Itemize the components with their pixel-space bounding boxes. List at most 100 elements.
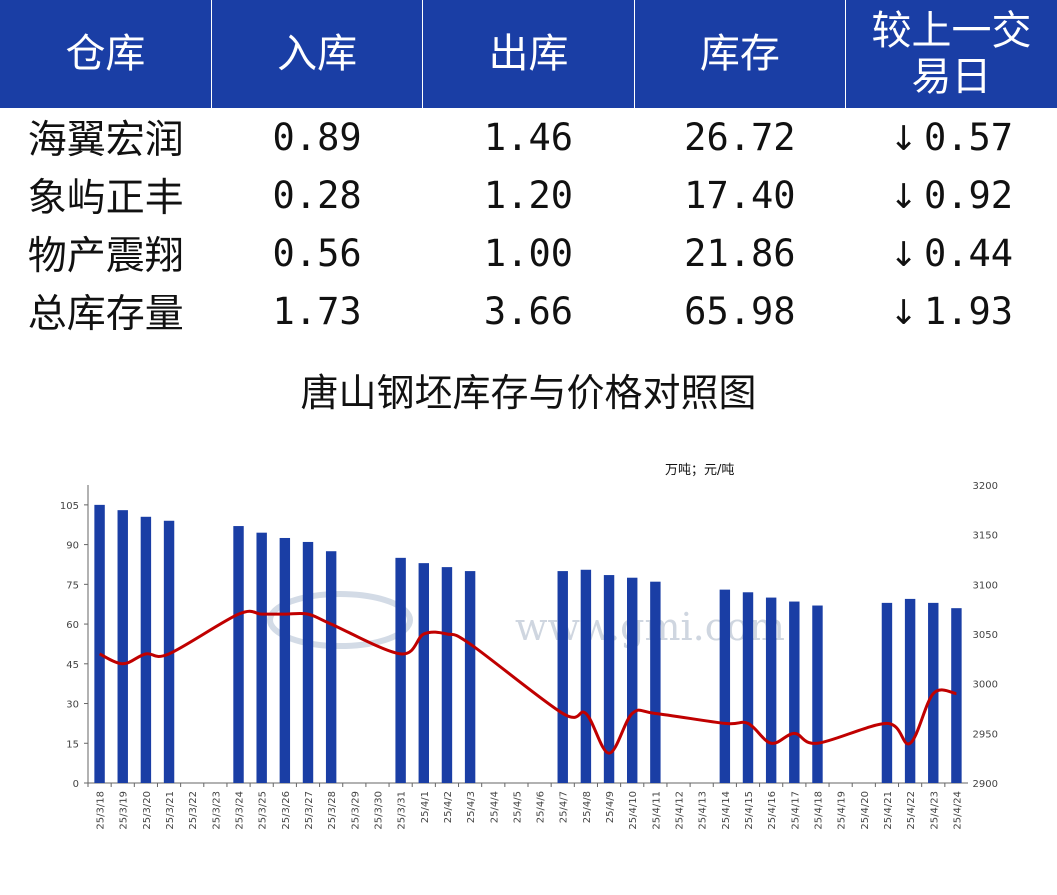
bar <box>279 537 291 783</box>
row-change-value: 1.93 <box>923 289 1014 333</box>
x-tick-label: 25/3/21 <box>165 791 176 830</box>
bar <box>904 598 916 783</box>
bar <box>163 520 175 783</box>
x-tick-label: 25/4/21 <box>883 791 894 830</box>
x-tick-label: 25/4/11 <box>651 791 662 830</box>
header-stock: 库存 <box>634 0 847 108</box>
y-left-tick-label: 45 <box>66 660 79 671</box>
row-stock: 65.98 <box>684 289 796 333</box>
x-tick-label: 25/4/16 <box>767 791 778 830</box>
x-tick-label: 25/4/4 <box>489 791 500 823</box>
x-tick-label: 25/3/18 <box>96 791 107 830</box>
x-tick-label: 25/4/5 <box>512 791 523 823</box>
x-tick-label: 25/3/26 <box>281 791 292 830</box>
row-stock: 21.86 <box>684 231 796 275</box>
row-stock: 17.40 <box>684 173 796 217</box>
y-left-tick-label: 0 <box>73 779 79 790</box>
x-tick-label: 25/4/3 <box>466 791 477 823</box>
bar <box>742 592 754 783</box>
row-change: ↓ 0.57 <box>846 108 1057 166</box>
row-name: 物产震翔 <box>27 234 184 279</box>
watermark-logo-icon <box>267 591 413 649</box>
y-left-tick-label: 15 <box>66 739 79 750</box>
row-outbound: 1.00 <box>483 231 574 275</box>
header-change-text: 较上一交易日 <box>871 8 1032 100</box>
row-stock: 26.72 <box>684 115 796 159</box>
x-tick-label: 25/3/23 <box>211 791 222 830</box>
row-inbound: 0.28 <box>272 173 362 217</box>
row-inbound: 0.56 <box>272 231 362 275</box>
header-warehouse: 仓库 <box>0 0 212 108</box>
bar <box>765 597 777 783</box>
bar <box>464 571 476 783</box>
x-tick-label: 25/3/27 <box>304 791 315 830</box>
x-tick-label: 25/3/30 <box>373 791 384 830</box>
x-tick-label: 25/4/6 <box>536 791 547 823</box>
x-tick-label: 25/3/25 <box>258 791 269 830</box>
x-tick-label: 25/4/24 <box>952 791 963 830</box>
bar <box>812 605 823 783</box>
line-series <box>98 609 957 755</box>
y-right-tick-label: 3000 <box>973 680 998 691</box>
table-header-row: 仓库 入库 出库 库存 较上一交易日 <box>0 0 1057 108</box>
x-tick-label: 25/4/18 <box>813 791 824 830</box>
x-tick-label: 25/4/8 <box>582 791 593 823</box>
x-tick-label: 25/4/7 <box>559 791 570 823</box>
x-tick-label: 25/4/13 <box>698 791 709 830</box>
y-left-tick-label: 30 <box>66 700 79 711</box>
down-arrow-icon: ↓ <box>889 176 918 217</box>
row-inbound: 1.73 <box>272 289 362 333</box>
chart-title: 唐山钢坯库存与价格对照图 <box>300 371 757 415</box>
table-row: 海翼宏润 0.89 1.46 26.72 ↓ 0.57 <box>0 108 1057 166</box>
row-change: ↓ 0.92 <box>846 166 1057 224</box>
bar <box>719 589 731 783</box>
x-tick-label: 25/4/2 <box>443 791 454 823</box>
x-tick-label: 25/4/9 <box>605 791 616 823</box>
x-tick-label: 25/4/23 <box>929 791 940 830</box>
bar <box>302 541 314 783</box>
bar <box>395 557 406 783</box>
row-outbound: 1.20 <box>483 173 574 217</box>
inventory-price-chart: www.gmi.com 万吨；元/吨 0 15 30 45 60 75 90 105 2900 2… <box>60 463 998 830</box>
x-tick-label: 25/4/17 <box>790 791 801 830</box>
x-tick-label: 25/4/10 <box>628 791 639 830</box>
y-right-tick-label: 3200 <box>973 481 998 492</box>
x-tick-label: 25/3/19 <box>119 791 130 830</box>
y-right-tick-label: 3050 <box>973 630 998 641</box>
row-inbound: 0.89 <box>272 115 362 159</box>
x-tick-label: 25/4/12 <box>675 791 686 830</box>
bar <box>256 532 267 783</box>
x-tick-label: 25/3/24 <box>235 791 246 830</box>
bar <box>789 601 800 783</box>
row-change-value: 0.44 <box>923 231 1014 275</box>
y-left-tick-label: 60 <box>66 620 79 631</box>
x-tick-label: 25/3/28 <box>327 791 338 830</box>
inventory-table: 仓库 入库 出库 库存 较上一交易日 海翼宏润 0.89 1.46 26.72 … <box>0 0 1057 340</box>
x-tick-label: 25/3/22 <box>188 791 199 830</box>
down-arrow-icon: ↓ <box>889 118 918 159</box>
bar <box>94 504 105 783</box>
bar <box>233 526 244 783</box>
row-change-value: 0.92 <box>923 173 1014 217</box>
bar <box>418 563 429 783</box>
x-axis-labels: 25/3/18 25/3/19 25/3/20 25/3/21 25/3/22 25/3/… <box>87 783 963 830</box>
price-line <box>98 609 957 755</box>
y-right-tick-label: 2900 <box>973 779 998 790</box>
y-left-tick-label: 90 <box>66 541 79 552</box>
bar <box>325 551 337 783</box>
y-right-tick-label: 3100 <box>973 580 998 591</box>
bar <box>557 571 568 783</box>
row-name: 海翼宏润 <box>27 118 184 163</box>
x-tick-label: 25/4/14 <box>721 791 732 830</box>
y-left-tick-label: 75 <box>66 580 79 591</box>
x-tick-label: 25/4/20 <box>860 791 871 830</box>
row-outbound: 1.46 <box>483 115 574 159</box>
table-row: 象屿正丰 0.28 1.20 17.40 ↓ 0.92 <box>0 166 1057 224</box>
down-arrow-icon: ↓ <box>889 292 918 333</box>
row-change: ↓ 0.44 <box>846 224 1057 282</box>
y-left-tick-label: 105 <box>60 501 79 512</box>
bar <box>650 581 661 783</box>
table-row: 物产震翔 0.56 1.00 21.86 ↓ 0.44 <box>0 224 1057 282</box>
down-arrow-icon: ↓ <box>889 234 918 275</box>
watermark: www.gmi.com <box>267 591 785 649</box>
